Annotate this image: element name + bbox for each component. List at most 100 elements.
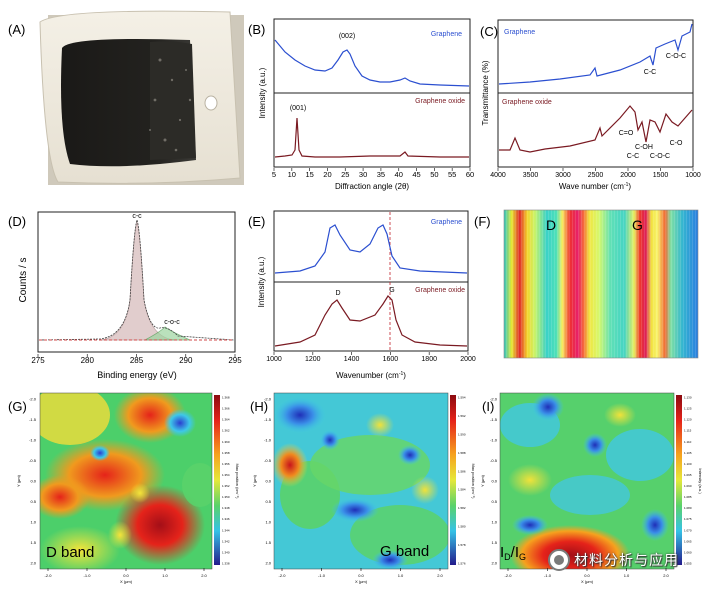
xrd-ylabel: Intensity (a.u.) [258, 67, 267, 118]
i-x-tick-label: -1.0 [544, 573, 552, 578]
g-y-tick-label: -2.0 [29, 397, 37, 402]
ftir-go-line [499, 105, 693, 153]
xps-x-tick-label: 285 [130, 356, 144, 365]
i-c-tick-label: 1.115 [684, 429, 692, 433]
xps-xlabel: Binding energy (eV) [97, 370, 177, 380]
i-x-tick-label: 2.0 [663, 573, 669, 578]
xrd-x-tick-label: 60 [466, 170, 474, 179]
i-y-tick-label: 0.5 [491, 499, 497, 504]
g-y-tick-label: -1.0 [29, 438, 37, 443]
id-ig-xticks: -2.0 -1.0 0.0 1.0 2.0 [505, 568, 670, 578]
map-d-band-label: D [546, 217, 556, 233]
xps-x-tick-label: 290 [179, 356, 193, 365]
raman-g-label: G [389, 287, 394, 294]
d-band-map: D band X (μm) Y (μm) Max position (cm⁻¹)… [16, 392, 240, 584]
id-ig-cticks: 1.130 1.125 1.120 1.115 1.110 1.105 1.100 1.095… [684, 396, 692, 566]
i-y-tick-label: 0.0 [491, 479, 497, 484]
h-y-tick-label: -1.5 [264, 417, 272, 422]
g-band-map: G band X (μm) Y (μm) Max position (cm⁻¹)… [252, 392, 476, 584]
i-c-tick-label: 1.100 [684, 462, 692, 466]
ftir-xticks: 4000 3500 3000 2500 2000 1500 1000 [490, 168, 701, 179]
raman-xlabel: Wavenumber (cm-1) [336, 371, 406, 380]
panel-g: (G) [0, 385, 240, 589]
xrd-chart: Graphene (002) Graphene oxide (001) Inte… [258, 18, 474, 191]
xps-envelope [38, 218, 235, 341]
g-c-tick-label: 1.360 [222, 440, 230, 444]
i-y-tick-label: -0.5 [490, 458, 498, 463]
panel-b: (B) Graphene (002) Graphene oxide (001) … [240, 0, 480, 200]
g-band-xticks: -2.0 -1.0 0.0 1.0 2.0 [279, 568, 444, 578]
i-c-tick-label: 1.060 [684, 550, 692, 554]
d-band-ylabel: Y (μm) [16, 474, 21, 487]
raman-xticks: 1000 1200 1400 1600 1800 2000 [266, 352, 476, 363]
xrd-x-tick-label: 15 [305, 170, 313, 179]
g-x-tick-label: 1.0 [162, 573, 168, 578]
panel-c: (C) Graphene Graphene oxide C-C C-O-C C=… [470, 0, 709, 200]
wechat-icon [548, 549, 570, 571]
d-band-xticks: -2.0 -1.0 0.0 1.0 2.0 [45, 568, 208, 578]
ftir-x-tick-label: 3000 [555, 172, 571, 179]
i-y-tick-label: -1.0 [490, 438, 498, 443]
xrd-x-tick-label: 10 [288, 170, 296, 179]
xrd-x-tick-label: 55 [448, 170, 456, 179]
panel-h: (H) G band [240, 385, 480, 589]
g-band-xlabel: X (μm) [355, 579, 368, 584]
g-y-tick-label: 2.0 [30, 561, 36, 566]
raman-top-legend: Graphene [431, 219, 462, 226]
i-c-tick-label: 1.065 [684, 539, 692, 543]
xrd-x-tick-label: 30 [359, 170, 367, 179]
g-c-tick-label: 1.344 [222, 528, 230, 532]
panel-d: (D) c-c c-o-c Counts / s Binding energy … [0, 200, 250, 390]
h-y-tick-label: -2.0 [264, 397, 272, 402]
h-y-tick-label: -0.5 [264, 458, 272, 463]
panel-i-label: (I) [482, 399, 495, 414]
g-y-tick-label: -1.5 [29, 417, 37, 422]
id-ig-map: ID/IG X (μm) Y (μm) Intensity (a.u.) -2.… [480, 392, 703, 584]
g-c-tick-label: 1.348 [222, 506, 230, 510]
h-y-tick-label: 1.5 [265, 540, 271, 545]
g-c-tick-label: 1.356 [222, 462, 230, 466]
i-c-tick-label: 1.085 [684, 495, 692, 499]
g-x-tick-label: 0.0 [123, 573, 129, 578]
raman-d-label: D [335, 290, 340, 297]
g-c-tick-label: 1.364 [222, 418, 230, 422]
xrd-graphene-line [274, 39, 470, 87]
watermark: 材料分析与应用 [548, 546, 706, 574]
i-c-tick-label: 1.055 [684, 562, 692, 566]
g-y-tick-label: 0.0 [30, 479, 36, 484]
i-c-tick-label: 1.125 [684, 407, 692, 411]
id-ig-yticks: -2.0 -1.5 -1.0 -0.5 0.0 0.5 1.0 1.5 2.0 [490, 397, 498, 566]
panel-a: (A) [0, 0, 245, 200]
h-x-tick-label: -1.0 [318, 573, 326, 578]
ftir-x-tick-label: 1000 [685, 172, 701, 179]
h-x-tick-label: 2.0 [437, 573, 443, 578]
i-y-tick-label: 2.0 [491, 561, 497, 566]
panel-f-label: (F) [474, 214, 491, 229]
g-c-tick-label: 1.352 [222, 484, 230, 488]
h-c-tick-label: 1.590 [458, 432, 466, 436]
h-y-tick-label: 0.0 [265, 479, 271, 484]
xrd-x-tick-label: 5 [272, 170, 276, 179]
ftir-ann-coc: C-O-C [650, 153, 670, 160]
panel-a-label: (A) [8, 22, 26, 37]
raman-x-tick-label: 1400 [344, 356, 360, 363]
i-c-tick-label: 1.130 [684, 396, 692, 400]
i-y-tick-label: 1.5 [491, 540, 497, 545]
h-y-tick-label: 2.0 [265, 561, 271, 566]
g-band-title: G band [380, 543, 429, 560]
g-c-tick-label: 1.354 [222, 473, 230, 477]
raman-spectral-map: D G [503, 209, 699, 359]
h-c-tick-label: 1.580 [458, 525, 466, 529]
h-c-tick-label: 1.584 [458, 488, 466, 492]
raman-x-tick-label: 1800 [421, 356, 437, 363]
raman-x-tick-label: 1000 [266, 356, 282, 363]
xps-x-tick-label: 280 [81, 356, 95, 365]
panel-i: (I) ID/IG X ( [470, 385, 709, 589]
ftir-x-tick-label: 2500 [588, 172, 604, 179]
xrd-x-tick-label: 20 [323, 170, 331, 179]
xps-x-tick-label: 275 [31, 356, 45, 365]
ftir-top-legend: Graphene [504, 29, 535, 36]
h-x-tick-label: -2.0 [279, 573, 287, 578]
h-c-tick-label: 1.576 [458, 562, 466, 566]
ftir-x-tick-label: 2000 [620, 172, 636, 179]
